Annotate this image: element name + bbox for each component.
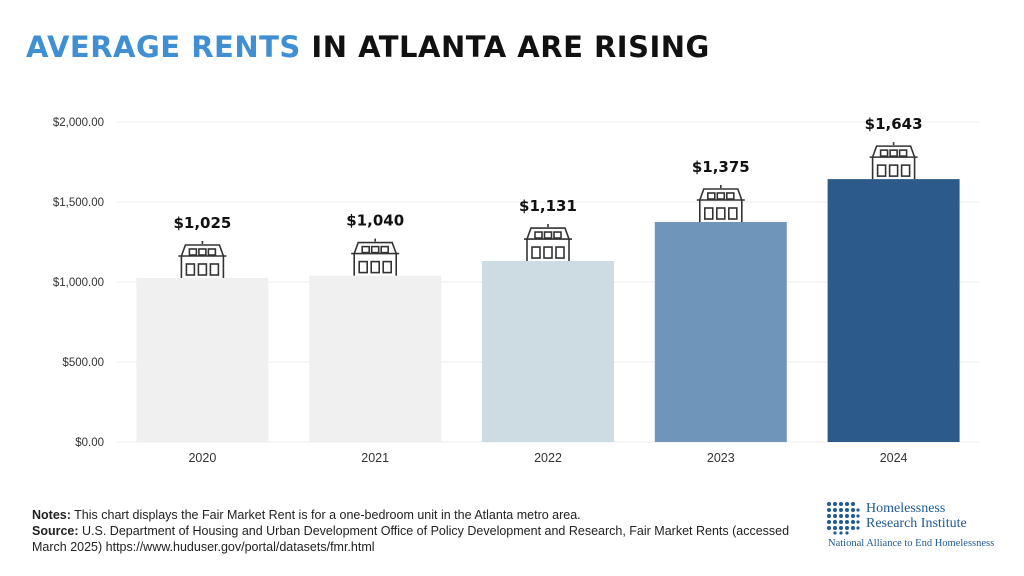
y-tick-label: $2,000.00: [53, 117, 104, 129]
logo-line1: Homelessness: [866, 501, 946, 516]
house-icon-part: [380, 245, 390, 254]
house-icon-part: [361, 245, 371, 254]
notes-label: Notes:: [32, 508, 71, 522]
house-icon-part: [197, 263, 208, 276]
dot-grid-icon: [827, 502, 860, 535]
bar: [309, 275, 442, 442]
bar: [827, 179, 960, 442]
title-accent: AVERAGE RENTS: [26, 30, 301, 64]
notes-line: Notes: This chart displays the Fair Mark…: [32, 507, 792, 523]
house-icon-part: [715, 207, 726, 220]
data-label: $1,040: [346, 212, 404, 230]
source-label: Source:: [32, 524, 79, 538]
house-icon-part: [888, 164, 899, 177]
house-icon-part: [353, 241, 397, 254]
bar: [482, 261, 614, 442]
house-icon-part: [370, 260, 381, 274]
data-label: $1,375: [692, 158, 750, 176]
house-icon: [178, 241, 227, 278]
y-tick-label: $1,500.00: [53, 197, 104, 209]
chart-notes: Notes: This chart displays the Fair Mark…: [32, 507, 792, 555]
x-tick-label: 2020: [188, 451, 216, 465]
house-icon-part: [871, 145, 916, 158]
bar: [136, 278, 269, 442]
x-tick-label: 2022: [534, 451, 562, 465]
notes-text: This chart displays the Fair Market Rent…: [70, 508, 581, 522]
house-icon-part: [180, 244, 225, 257]
bar-chart: $0.00 $500.00 $1,000.00 $1,500.00 $2,000.00 $…: [53, 115, 980, 465]
chart-title: AVERAGE RENTS IN ATLANTA ARE RISING: [26, 30, 710, 64]
house-icon-part: [898, 149, 908, 157]
house-icon-part: [889, 149, 898, 157]
hri-logo: Homelessness Research Institute National…: [826, 500, 1006, 556]
x-tick-label: 2021: [361, 451, 389, 465]
bar: [654, 222, 787, 442]
x-tick-label: 2023: [707, 451, 735, 465]
data-label: $1,643: [865, 115, 923, 133]
house-icon-part: [207, 248, 217, 256]
house-icon-part: [526, 227, 570, 240]
house-icon-part: [198, 248, 207, 256]
house-icon: [524, 224, 572, 262]
house-icon: [696, 185, 745, 222]
title-rest: IN ATLANTA ARE RISING: [311, 30, 710, 64]
house-icon-part: [699, 188, 743, 201]
house-icon-part: [555, 246, 565, 259]
house-icon-part: [358, 260, 369, 274]
house-icon-part: [900, 164, 911, 177]
house-icon-part: [531, 246, 541, 259]
house-icon-part: [553, 231, 562, 239]
house-icon-part: [543, 246, 553, 259]
y-tick-label: $500.00: [62, 357, 104, 369]
y-tick-label: $0.00: [75, 437, 104, 449]
house-icon: [869, 142, 918, 180]
logo-tagline: National Alliance to End Homelessness: [828, 538, 995, 549]
house-icon: [351, 238, 400, 276]
house-icon-part: [876, 164, 887, 177]
data-label: $1,025: [173, 214, 231, 232]
data-label: $1,131: [519, 197, 577, 215]
x-tick-label: 2024: [880, 451, 908, 465]
house-icon-part: [879, 149, 889, 157]
source-text: U.S. Department of Housing and Urban Dev…: [32, 524, 790, 554]
logo-name: Homelessness Research Institute: [866, 501, 967, 531]
house-icon-part: [185, 263, 196, 276]
house-icon-part: [725, 192, 735, 200]
house-icon-part: [382, 260, 393, 274]
y-tick-label: $1,000.00: [53, 277, 104, 289]
house-icon-part: [188, 248, 198, 256]
house-icon-part: [727, 207, 738, 220]
source-line: Source: U.S. Department of Housing and U…: [32, 523, 792, 555]
logo-line2: Research Institute: [866, 516, 967, 531]
house-icon-part: [543, 231, 553, 239]
house-icon-part: [703, 207, 714, 220]
house-icon-part: [209, 263, 220, 276]
house-icon-part: [370, 245, 380, 254]
house-icon-part: [716, 192, 726, 200]
house-icon-part: [534, 231, 543, 239]
house-icon-part: [706, 192, 716, 200]
